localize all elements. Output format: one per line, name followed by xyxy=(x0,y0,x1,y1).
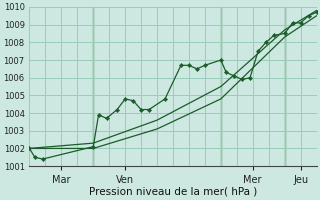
X-axis label: Pression niveau de la mer( hPa ): Pression niveau de la mer( hPa ) xyxy=(89,187,257,197)
